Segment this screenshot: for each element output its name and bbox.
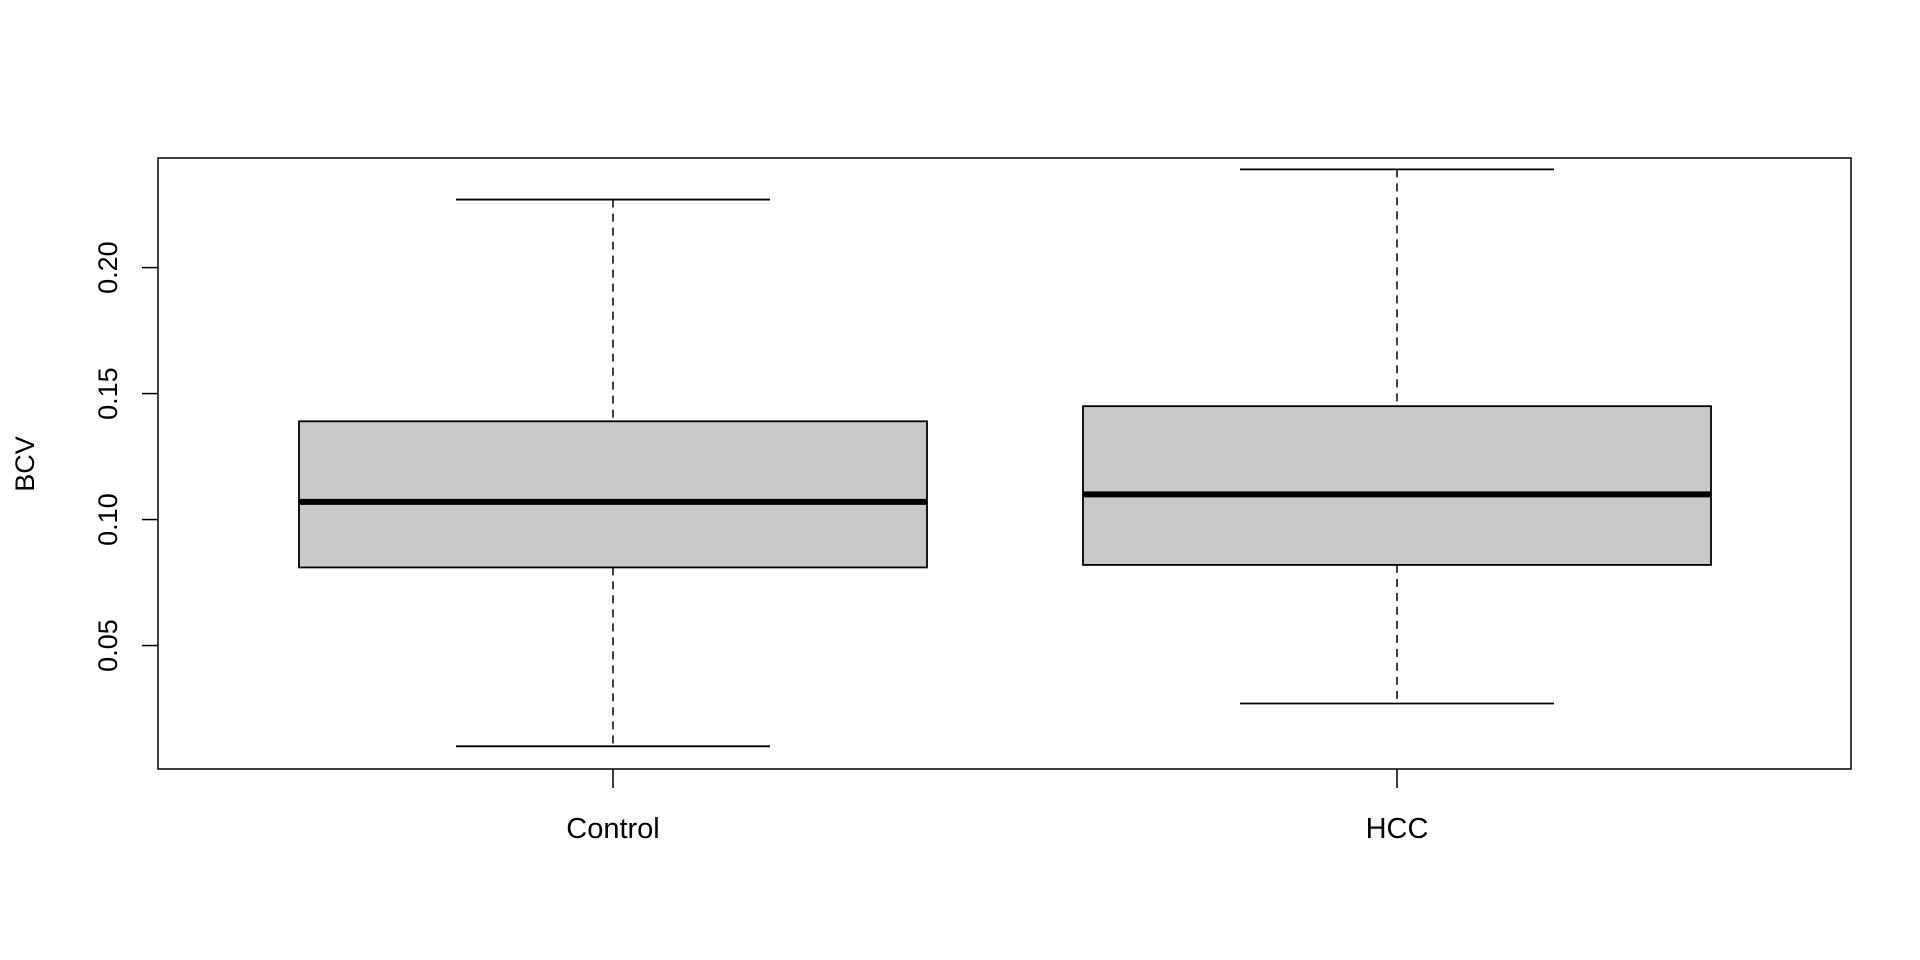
box-hcc [1082,168,1712,705]
y-tick-label: 0.20 [93,241,123,294]
y-tick-label: 0.15 [93,367,123,420]
x-category-label: Control [566,813,660,845]
box-control [298,198,928,748]
plot-frame [157,157,1852,770]
y-tick-label: 0.10 [93,493,123,546]
x-axis: Control HCC [566,769,1428,845]
y-tick-label: 0.05 [93,619,123,672]
box-series [298,168,1712,748]
x-category-label: HCC [1366,813,1429,845]
y-axis: 0.05 0.10 0.15 0.20 [93,241,158,672]
y-axis-label: BCV [10,436,40,492]
iqr-box [298,420,928,569]
iqr-box [1082,405,1712,566]
